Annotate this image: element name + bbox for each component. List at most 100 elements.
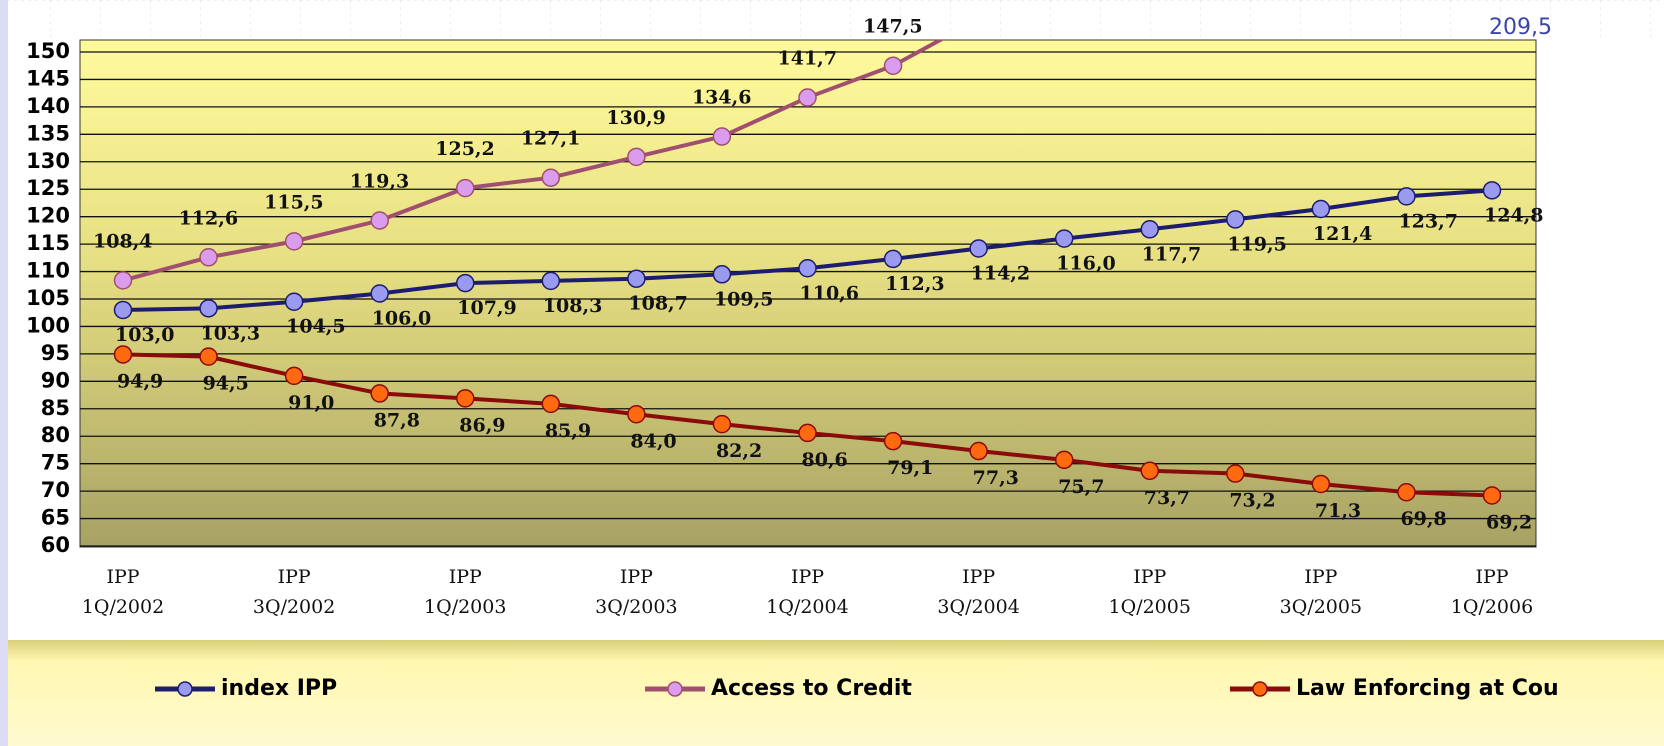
data-point <box>627 405 646 424</box>
data-label: 69,2 <box>1486 512 1532 534</box>
x-tick-label: IPP 3Q/2004 <box>937 566 1020 618</box>
y-tick-label: 130 <box>26 149 70 173</box>
data-label: 94,9 <box>117 370 163 392</box>
plot-area <box>79 39 1537 548</box>
data-point <box>627 147 646 167</box>
data-label: 116,0 <box>1056 253 1116 275</box>
data-label: 127,1 <box>521 128 581 150</box>
data-label: 119,5 <box>1227 233 1287 255</box>
data-label: 80,6 <box>802 449 848 471</box>
data-label: 110,6 <box>800 282 860 304</box>
data-point <box>1397 482 1416 502</box>
data-point <box>969 239 988 258</box>
data-label: 125,2 <box>435 138 495 160</box>
data-label: 119,3 <box>350 171 410 193</box>
data-label: 108,3 <box>543 295 603 317</box>
legend-label: Access to Credit <box>711 676 912 701</box>
data-point <box>798 88 817 107</box>
y-tick-label: 140 <box>26 94 70 118</box>
x-tick-label: IPP 3Q/2002 <box>252 566 336 618</box>
data-point <box>1140 461 1159 481</box>
data-point <box>113 345 133 364</box>
y-tick-label: 75 <box>41 451 70 475</box>
x-tick-label: IPP 1Q/2003 <box>424 566 507 618</box>
y-tick-label: 90 <box>41 368 70 392</box>
data-point <box>798 423 817 443</box>
x-tick-label: IPP 3Q/2003 <box>595 566 678 618</box>
x-tick-label: IPP 1Q/2005 <box>1108 566 1191 618</box>
data-point <box>113 271 133 290</box>
data-label: 82,2 <box>716 440 762 462</box>
data-point <box>1311 199 1331 219</box>
y-tick-label: 120 <box>26 204 70 228</box>
data-point <box>1482 486 1502 505</box>
y-tick-label: 85 <box>41 396 70 420</box>
data-point <box>199 299 218 318</box>
data-point <box>1226 210 1245 229</box>
x-tick-label: IPP 1Q/2004 <box>766 566 849 618</box>
data-label: 94,5 <box>203 373 249 395</box>
legend-marker <box>667 681 683 697</box>
y-tick-label: 135 <box>26 121 70 145</box>
data-label: 109,5 <box>714 288 774 310</box>
data-label: 209,5 <box>1489 15 1552 40</box>
legend-label: index IPP <box>221 676 337 701</box>
data-point <box>798 259 817 278</box>
data-point <box>883 249 903 269</box>
data-label: 123,7 <box>1398 210 1458 232</box>
data-point <box>370 284 389 303</box>
data-point <box>456 178 475 198</box>
data-point <box>712 265 732 284</box>
x-tick-label: IPP 1Q/2006 <box>1450 566 1534 618</box>
data-point <box>1140 220 1159 239</box>
data-label: 69,8 <box>1400 508 1446 530</box>
data-point <box>1311 474 1331 494</box>
data-point <box>1054 450 1074 470</box>
x-tick-label: IPP 3Q/2005 <box>1279 566 1363 618</box>
data-label: 141,7 <box>778 48 838 70</box>
data-label: 147,5 <box>863 16 923 38</box>
y-tick-label: 110 <box>26 259 70 283</box>
side-strip <box>0 0 8 746</box>
data-label: 115,5 <box>264 191 324 213</box>
data-label: 117,7 <box>1142 243 1202 265</box>
data-label: 108,7 <box>628 293 688 315</box>
data-point <box>541 394 561 414</box>
data-label: 124,8 <box>1484 204 1544 226</box>
y-tick-label: 80 <box>41 423 70 447</box>
y-tick-label: 105 <box>26 286 70 310</box>
data-label: 106,0 <box>372 308 432 330</box>
data-point <box>1482 181 1502 200</box>
data-point <box>883 56 903 75</box>
data-label: 73,2 <box>1229 490 1275 512</box>
data-point <box>456 389 475 408</box>
data-label: 103,0 <box>115 324 175 346</box>
data-label: 86,9 <box>459 414 505 436</box>
data-label: 77,3 <box>973 467 1019 489</box>
data-point <box>370 384 389 403</box>
data-label: 71,3 <box>1315 500 1361 522</box>
data-point <box>1226 464 1245 483</box>
data-point <box>1397 187 1416 206</box>
data-label: 130,9 <box>606 107 666 129</box>
y-tick-label: 115 <box>26 231 70 255</box>
y-tick-label: 70 <box>41 478 70 502</box>
data-point <box>541 168 561 187</box>
data-point <box>969 441 988 461</box>
y-tick-label: 65 <box>41 506 70 530</box>
data-label: 134,6 <box>692 87 752 109</box>
data-label: 121,4 <box>1313 223 1373 245</box>
data-point <box>883 431 903 451</box>
data-label: 87,8 <box>374 409 420 431</box>
data-label: 108,4 <box>93 230 153 252</box>
data-label: 103,3 <box>201 322 261 344</box>
data-label: 114,2 <box>971 263 1031 285</box>
legend-band <box>8 640 1664 746</box>
y-tick-label: 145 <box>26 66 70 90</box>
data-label: 107,9 <box>457 297 517 319</box>
x-tick-label: IPP 1Q/2002 <box>81 566 165 618</box>
data-point <box>456 273 475 293</box>
data-label: 112,6 <box>179 207 239 229</box>
